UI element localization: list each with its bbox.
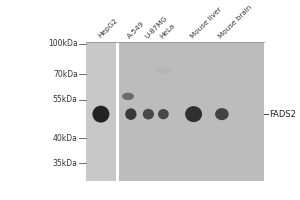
FancyBboxPatch shape [86,42,264,181]
Ellipse shape [122,93,134,100]
Ellipse shape [158,109,169,119]
Ellipse shape [156,67,171,74]
Text: 55kDa: 55kDa [53,95,78,104]
Text: Mouse brain: Mouse brain [218,4,253,39]
Ellipse shape [215,108,229,120]
Text: A-549: A-549 [127,20,146,39]
Text: 70kDa: 70kDa [53,70,78,79]
FancyBboxPatch shape [86,42,116,181]
Ellipse shape [92,106,110,123]
Text: Mouse liver: Mouse liver [189,6,223,39]
Text: 100kDa: 100kDa [48,39,78,48]
Text: U-87MG: U-87MG [144,15,169,39]
Ellipse shape [185,106,202,122]
Text: 40kDa: 40kDa [53,134,78,143]
Text: FADS2: FADS2 [269,110,296,119]
Ellipse shape [143,109,154,119]
FancyBboxPatch shape [119,42,264,181]
Text: HeLa: HeLa [159,22,176,39]
Ellipse shape [125,108,136,120]
Text: HepG2: HepG2 [97,18,119,39]
Text: 35kDa: 35kDa [53,159,78,168]
